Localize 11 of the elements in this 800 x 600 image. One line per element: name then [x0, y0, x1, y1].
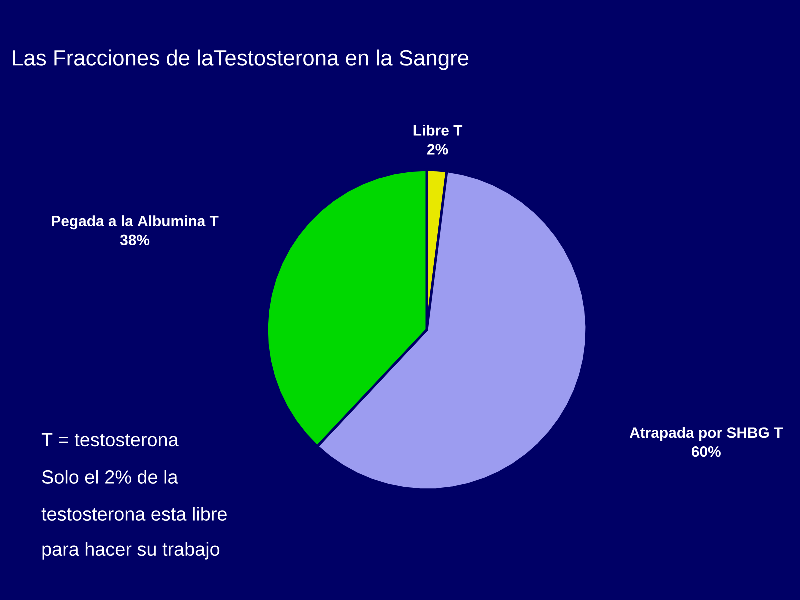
slice-label: Libre T [414, 124, 463, 136]
text: Solo el 2% de la [42, 470, 178, 484]
data-label: 38% [120, 234, 150, 246]
data-label: 2% [428, 144, 448, 155]
data-label: 60% [692, 446, 721, 458]
slice-label: Atrapada por SHBG T [630, 427, 784, 442]
text: T = testosterona [42, 433, 179, 447]
slice-label: Pegada a la Albumina T [52, 216, 219, 230]
text: para hacer su trabajo [42, 542, 220, 560]
chart-title: Las Fracciones de laTestosterona en la Sangre [13, 50, 469, 70]
text: testosterona esta libre [42, 507, 227, 521]
